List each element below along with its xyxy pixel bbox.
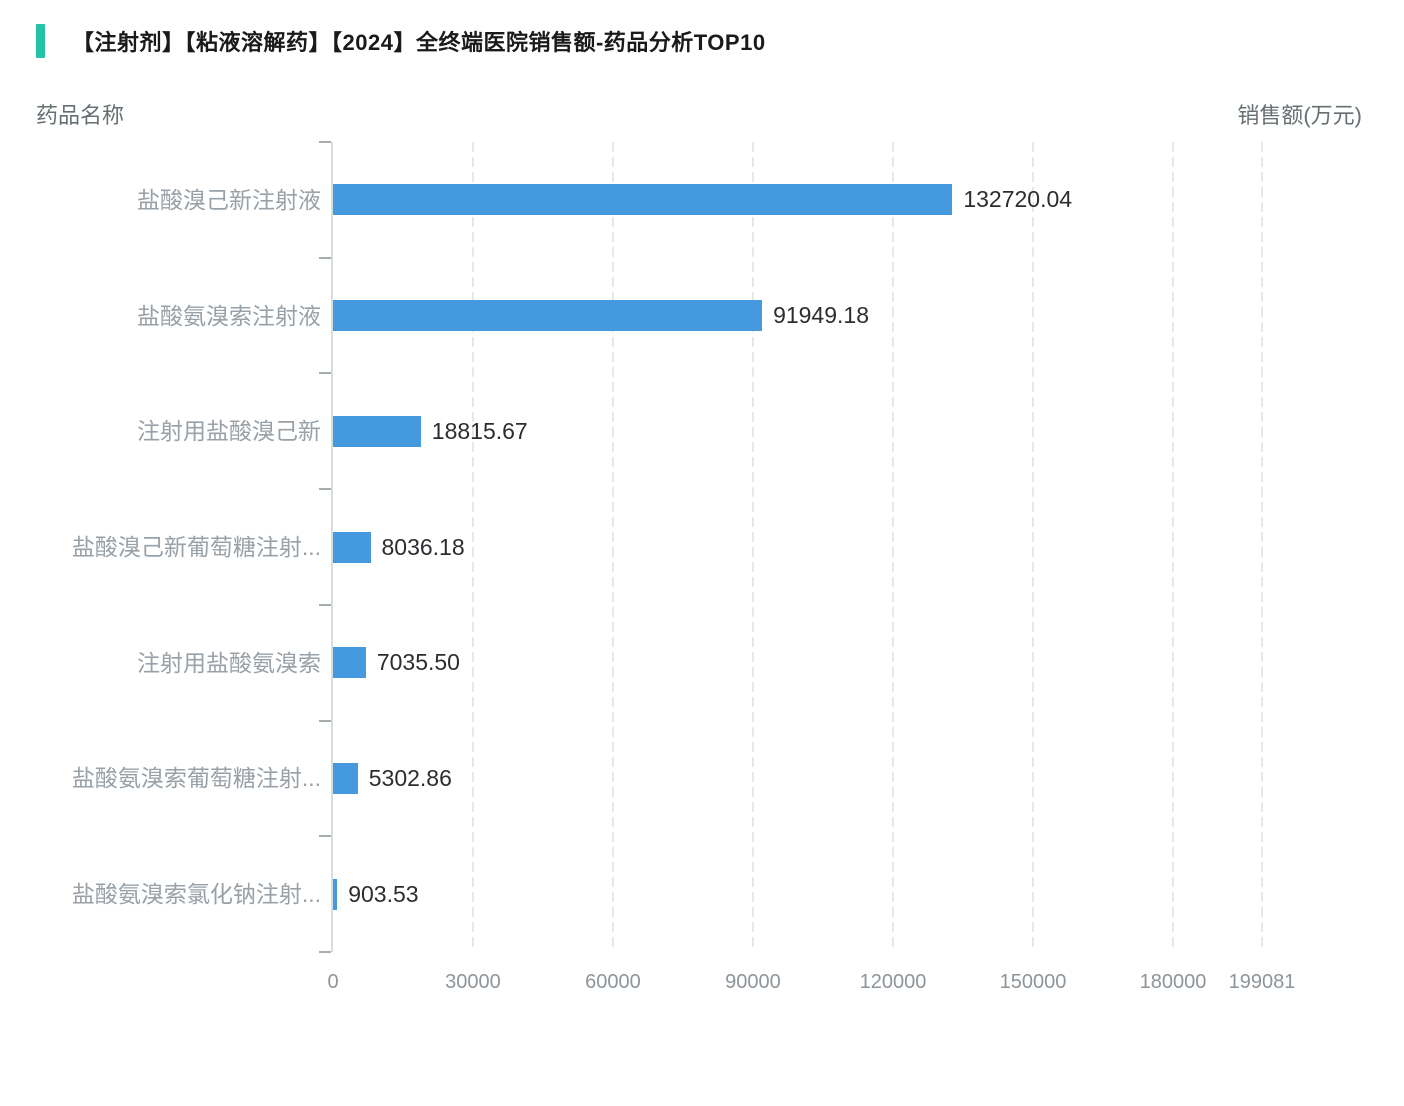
bar[interactable]	[333, 184, 953, 216]
x-axis-tick-label: 60000	[585, 971, 641, 993]
bar-value-label: 5302.86	[368, 764, 452, 791]
y-axis-tick	[319, 372, 331, 375]
bar[interactable]	[333, 647, 366, 679]
chart-title-block: 【注射剂】【粘液溶解药】【2024】全终端医院销售额-药品分析TOP10	[36, 24, 766, 58]
bar-value-label: 91949.18	[773, 302, 869, 329]
x-axis-tick-label: 180000	[1139, 971, 1207, 993]
gridline	[611, 142, 614, 952]
y-axis-tick	[319, 256, 331, 259]
bar[interactable]	[333, 762, 358, 794]
bar[interactable]	[333, 415, 421, 447]
x-axis-tick-label: 30000	[445, 971, 501, 993]
x-axis-tick-label: 199081	[1228, 971, 1296, 993]
bar-value-label: 903.53	[348, 880, 419, 907]
bar[interactable]	[333, 878, 338, 910]
bar[interactable]	[333, 531, 371, 563]
category-label: 盐酸溴己新葡萄糖注射...	[71, 534, 321, 560]
y-axis-tick	[319, 951, 331, 953]
chart-title: 【注射剂】【粘液溶解药】【2024】全终端医院销售额-药品分析TOP10	[72, 30, 766, 55]
bar[interactable]	[333, 300, 763, 332]
gridline	[891, 142, 894, 952]
gridline	[751, 142, 754, 952]
y-axis-tick	[319, 835, 331, 838]
gridline	[1031, 142, 1034, 952]
gridline	[1171, 142, 1174, 952]
y-axis-tick	[319, 719, 331, 722]
y-axis-name: 药品名称	[36, 103, 125, 128]
category-label: 盐酸氨溴索注射液	[137, 302, 321, 329]
y-axis-tick	[319, 603, 331, 606]
bar-value-label: 18815.67	[431, 417, 528, 444]
y-axis-line	[331, 142, 333, 952]
y-axis-tick	[319, 141, 331, 143]
gridline	[471, 142, 474, 952]
x-axis-tick-label: 150000	[999, 971, 1067, 993]
bar-value-label: 7035.50	[376, 649, 460, 676]
category-label: 盐酸氨溴索葡萄糖注射...	[71, 765, 321, 792]
title-accent-bar	[36, 24, 45, 58]
category-label: 盐酸氨溴索氯化钠注射...	[71, 881, 321, 908]
category-label: 注射用盐酸氨溴索	[137, 649, 321, 676]
bar-value-label: 8036.18	[381, 533, 465, 560]
gridline	[1261, 142, 1263, 952]
bar-value-label: 132720.04	[963, 186, 1073, 213]
x-axis-name: 销售额(万元)	[1237, 103, 1362, 128]
x-axis-tick-label: 0	[327, 971, 339, 993]
x-axis-tick-label: 120000	[859, 971, 927, 993]
y-axis-tick	[319, 488, 331, 491]
category-label: 注射用盐酸溴己新	[137, 418, 321, 445]
x-axis-tick-label: 90000	[725, 971, 781, 993]
category-label: 盐酸溴己新注射液	[137, 186, 321, 213]
